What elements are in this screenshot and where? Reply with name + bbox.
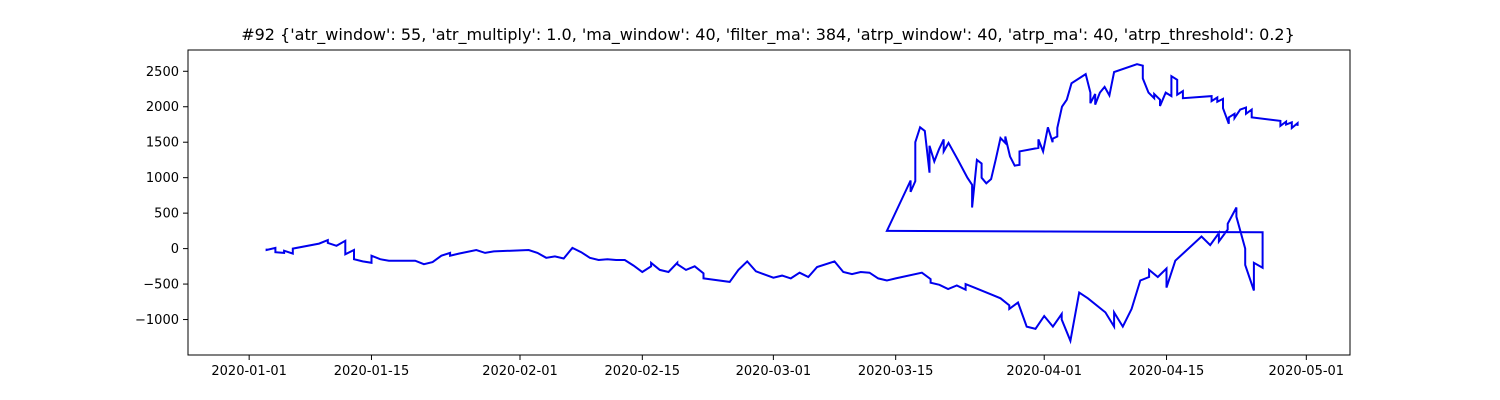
x-tick-label-1: 2020-01-15 bbox=[334, 364, 410, 379]
x-tick-label-2: 2020-02-01 bbox=[482, 364, 558, 379]
series-line bbox=[265, 63, 1299, 345]
y-tick-label-4: 1000 bbox=[146, 171, 179, 186]
chart-title: #92 {'atr_window': 55, 'atr_multiply': 1… bbox=[241, 25, 1295, 45]
x-tick-label-6: 2020-04-01 bbox=[1006, 364, 1082, 379]
x-tick-label-4: 2020-03-01 bbox=[736, 364, 812, 379]
y-tick-label-2: 0 bbox=[171, 242, 179, 257]
y-tick-label-7: 2500 bbox=[146, 65, 179, 80]
y-tick-label-6: 2000 bbox=[146, 100, 179, 115]
y-tick-label-5: 1500 bbox=[146, 136, 179, 151]
x-tick-label-7: 2020-04-15 bbox=[1129, 364, 1205, 379]
x-tick-label-8: 2020-05-01 bbox=[1269, 364, 1345, 379]
y-axis: −1000 −500 0 500 1000 1500 2000 2500 bbox=[135, 65, 188, 328]
y-tick-label-3: 500 bbox=[154, 207, 179, 222]
x-axis: 2020-01-01 2020-01-15 2020-02-01 2020-02-15… bbox=[211, 355, 1344, 379]
x-tick-label-5: 2020-03-15 bbox=[858, 364, 934, 379]
plot-frame bbox=[187, 49, 1351, 356]
y-tick-label-1: −500 bbox=[143, 278, 179, 293]
x-tick-label-3: 2020-02-15 bbox=[605, 364, 681, 379]
y-tick-label-0: −1000 bbox=[135, 313, 179, 328]
x-tick-label-0: 2020-01-01 bbox=[211, 364, 287, 379]
